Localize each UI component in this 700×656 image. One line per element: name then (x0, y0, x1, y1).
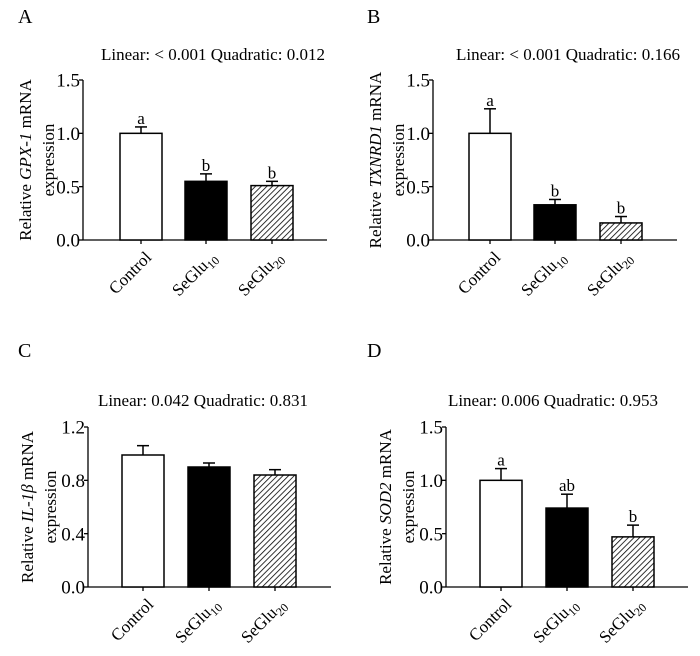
y-tick-label: 0.4 (61, 524, 85, 545)
panel-b: B Linear: < 0.001 Quadratic: 0.166 Relativ… (366, 6, 680, 302)
x-tick-label: SeGlu20 (583, 248, 637, 302)
y-tick-label: 0.0 (56, 231, 80, 252)
significance-letter: b (551, 181, 560, 200)
y-label-prefix: Relative (366, 187, 385, 248)
bar-seglu20 (611, 536, 655, 588)
y-tick-label: 0.5 (419, 524, 443, 545)
bar-seglu10 (187, 466, 231, 588)
y-label-suffix: mRNA (366, 71, 385, 125)
panel-d: D Linear: 0.006 Quadratic: 0.953 Relative … (367, 340, 688, 649)
y-axis-label: Relative GPX-1 mRNA (16, 79, 35, 241)
significance-letter: a (486, 91, 494, 110)
significance-letter: b (268, 163, 277, 182)
significance-letter: b (202, 156, 211, 175)
y-label-suffix: mRNA (376, 428, 395, 482)
y-axis-label-line2: expression (399, 470, 418, 543)
bar-seglu20 (253, 474, 297, 588)
y-tick-label: 1.5 (56, 71, 80, 92)
x-tick-label: Control (105, 248, 155, 298)
chart-title: Linear: 0.042 Quadratic: 0.831 (98, 391, 308, 410)
x-tick-label: Control (465, 595, 515, 645)
panel-letter: A (18, 6, 33, 28)
y-label-gene: GPX-1 (16, 133, 35, 180)
bar-seglu10 (184, 180, 228, 241)
x-tick-label: SeGlu20 (595, 595, 649, 649)
y-axis-label: Relative TXNRD1 mRNA (366, 71, 385, 248)
y-axis-label: Relative SOD2 mRNA (376, 428, 395, 585)
y-tick-label: 1.5 (419, 418, 443, 439)
y-label-suffix: mRNA (16, 79, 35, 133)
chart-title: Linear: 0.006 Quadratic: 0.953 (448, 391, 658, 410)
y-tick-label: 0.0 (419, 578, 443, 599)
panel-c: C Linear: 0.042 Quadratic: 0.831 Relative … (18, 340, 331, 649)
x-label-base: Control (465, 595, 515, 645)
y-label-gene: TXNRD1 (366, 125, 385, 187)
y-tick-label: 1.2 (61, 418, 85, 439)
y-tick-label: 1.0 (406, 124, 430, 145)
y-label-prefix: Relative (376, 524, 395, 585)
significance-letter: a (137, 109, 145, 128)
y-axis-label: Relative IL-1β mRNA (18, 430, 37, 583)
x-tick-label: SeGlu10 (529, 595, 583, 649)
bar-control (479, 479, 523, 588)
y-label-gene: IL-1β (18, 484, 37, 523)
bar-seglu20 (599, 222, 643, 241)
bar-seglu10 (533, 204, 577, 241)
bar-control (119, 132, 163, 241)
significance-letter: b (629, 507, 638, 526)
x-tick-label: SeGlu10 (517, 248, 571, 302)
x-tick-label: SeGlu10 (171, 595, 225, 649)
y-axis-label-line2: expression (41, 470, 60, 543)
y-tick-label: 1.0 (419, 471, 443, 492)
chart-title: Linear: < 0.001 Quadratic: 0.166 (456, 45, 680, 64)
y-tick-label: 0.0 (61, 578, 85, 599)
y-tick-label: 0.5 (56, 177, 80, 198)
x-tick-label: SeGlu20 (234, 248, 288, 302)
x-tick-label: SeGlu20 (237, 595, 291, 649)
y-axis-label-line2: expression (39, 123, 58, 196)
significance-letter: a (497, 451, 505, 470)
y-tick-label: 0.8 (61, 471, 85, 492)
y-label-prefix: Relative (16, 180, 35, 241)
x-tick-label: Control (107, 595, 157, 645)
y-label-prefix: Relative (18, 522, 37, 583)
x-label-base: Control (105, 248, 155, 298)
panel-letter: D (367, 340, 381, 362)
y-tick-label: 0.5 (406, 177, 430, 198)
y-tick-label: 1.0 (56, 124, 80, 145)
y-tick-label: 0.0 (406, 231, 430, 252)
bar-control (121, 454, 165, 588)
bar-control (468, 132, 512, 241)
panel-letter: B (367, 6, 380, 28)
chart-title: Linear: < 0.001 Quadratic: 0.012 (101, 45, 325, 64)
panel-letter: C (18, 340, 31, 362)
significance-letter: ab (559, 476, 575, 495)
y-axis-label-line2: expression (389, 123, 408, 196)
y-label-gene: SOD2 (376, 482, 395, 524)
panel-a: A Linear: < 0.001 Quadratic: 0.012 Relativ… (16, 6, 327, 302)
x-label-base: Control (454, 248, 504, 298)
significance-letter: b (617, 199, 626, 218)
x-tick-label: Control (454, 248, 504, 298)
y-label-suffix: mRNA (18, 430, 37, 484)
bar-seglu10 (545, 507, 589, 588)
x-tick-label: SeGlu10 (168, 248, 222, 302)
x-label-base: Control (107, 595, 157, 645)
y-tick-label: 1.5 (406, 71, 430, 92)
bar-seglu20 (250, 184, 294, 241)
